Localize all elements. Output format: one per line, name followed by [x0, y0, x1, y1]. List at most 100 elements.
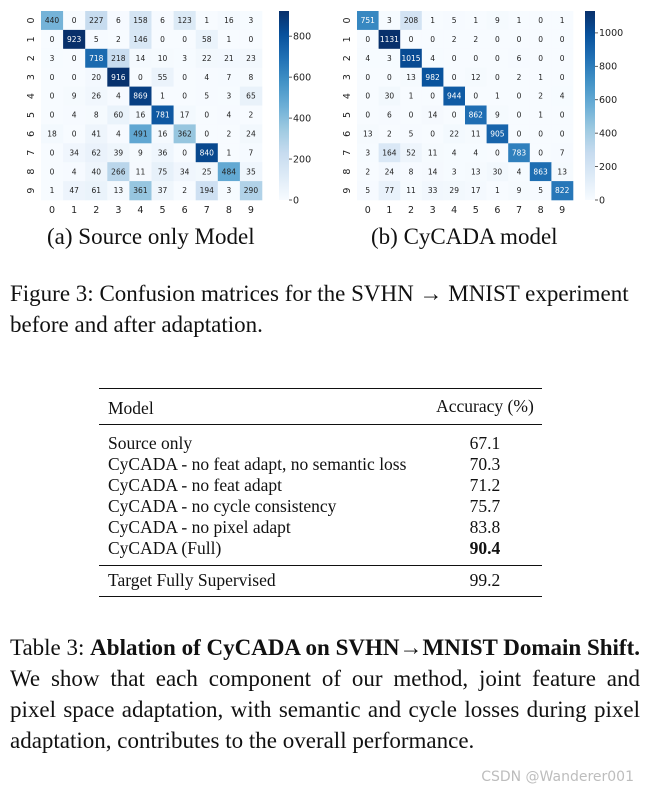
colorbar	[585, 11, 595, 200]
heatmap-cell	[195, 124, 219, 144]
heatmap-cell	[378, 181, 401, 201]
heatmap-cell	[529, 143, 552, 163]
heatmap-cell	[421, 11, 444, 31]
cell-value-label: 14	[428, 167, 438, 176]
cell-value-label: 4	[517, 167, 522, 176]
heatmap-cell	[443, 162, 466, 182]
cell-value-label: 65	[246, 92, 256, 101]
heatmap-cell	[151, 124, 174, 144]
heatmap-cell	[173, 105, 196, 125]
x-tick-label: 5	[160, 205, 166, 216]
heatmap-cell	[107, 124, 130, 144]
heatmap-cell	[378, 105, 401, 125]
cell-value-label: 0	[182, 35, 187, 44]
cell-value-label: 34	[180, 167, 190, 176]
cell-value-label: 0	[204, 129, 209, 138]
cell-value-label: 21	[224, 54, 234, 63]
heatmap-cell	[173, 124, 196, 144]
cell-value-label: 8	[409, 167, 414, 176]
cell-value-label: 40	[91, 167, 101, 176]
cell-value-label: 916	[111, 73, 126, 82]
cell-value-label: 17	[471, 186, 481, 195]
cell-value-label: 0	[560, 129, 565, 138]
heatmap-cell	[239, 86, 263, 106]
cell-value-label: 3	[387, 54, 392, 63]
cell-value-label: 1	[495, 92, 500, 101]
heatmap-cell	[173, 181, 196, 201]
cell-value-label: 0	[365, 73, 370, 82]
x-tick-label: 8	[226, 205, 232, 216]
cell-value-label: 2	[249, 111, 254, 120]
heatmap-cell	[151, 67, 174, 87]
heatmap-cell	[443, 11, 466, 31]
row-model: CyCADA (Full)	[108, 538, 222, 558]
heatmap-cell	[508, 143, 531, 163]
heatmap-cell	[421, 105, 444, 125]
heatmap-cell	[173, 86, 196, 106]
cell-value-label: 491	[133, 129, 148, 138]
heatmap-cell	[41, 29, 64, 50]
cell-value-label: 0	[495, 148, 500, 157]
cell-value-label: 0	[517, 129, 522, 138]
cell-value-label: 6	[517, 54, 522, 63]
cell-value-label: 37	[158, 186, 168, 195]
table-caption-text: We show that each component of our metho…	[10, 666, 640, 753]
heatmap-cell	[551, 48, 574, 68]
y-tick-label: 9	[26, 188, 37, 194]
heatmap-cell	[357, 48, 379, 68]
cell-value-label: 17	[180, 111, 190, 120]
x-tick-label: 0	[49, 205, 55, 216]
y-tick-label: 8	[342, 169, 353, 175]
x-tick-label: 8	[538, 205, 544, 216]
heatmap-cell	[107, 48, 130, 68]
heatmap-cell	[400, 105, 423, 125]
cell-value-label: 718	[89, 54, 104, 63]
heatmap-cell	[195, 105, 219, 125]
heatmap-cell	[85, 162, 108, 182]
heatmap-cell	[41, 86, 64, 106]
heatmap-cell	[421, 124, 444, 144]
heatmap-cell	[85, 105, 108, 125]
cell-value-label: 1	[560, 16, 565, 25]
target-accuracy: 99.2	[431, 565, 542, 597]
cell-value-label: 12	[471, 73, 481, 82]
row-model: CyCADA - no pixel adapt	[108, 517, 291, 537]
cell-value-label: 5	[94, 35, 99, 44]
x-tick-label: 3	[430, 205, 436, 216]
heatmap-cell	[486, 124, 509, 144]
cell-value-label: 3	[182, 54, 187, 63]
figure-caption-label: Figure 3:	[10, 281, 94, 306]
heatmap-cell	[63, 124, 86, 144]
heatmap-cell	[486, 48, 509, 68]
cell-value-label: 0	[538, 129, 543, 138]
table-caption-bold: Ablation of CyCADA on SVHN→MNIST Domain …	[90, 635, 640, 660]
colorbar-tick-label: 400	[599, 128, 617, 139]
heatmap-cell	[400, 67, 423, 87]
x-tick-label: 9	[559, 205, 565, 216]
cell-value-label: 290	[244, 186, 259, 195]
cell-value-label: 11	[136, 167, 146, 176]
heatmap-cell	[529, 48, 552, 68]
heatmap-cell	[551, 143, 574, 163]
heatmap-cell	[107, 162, 130, 182]
heatmap-cell	[486, 67, 509, 87]
cell-value-label: 0	[473, 92, 478, 101]
y-tick-label: 3	[342, 74, 353, 80]
cell-value-label: 0	[517, 35, 522, 44]
y-tick-label: 0	[342, 17, 353, 23]
heatmap-cell	[465, 124, 487, 144]
cell-value-label: 4	[452, 148, 457, 157]
heatmap-cell	[217, 124, 241, 144]
colorbar-tick-label: 600	[293, 72, 311, 83]
heatmap-cell	[551, 29, 574, 50]
cell-value-label: 9	[495, 16, 500, 25]
y-tick-label: 0	[26, 17, 37, 23]
cell-value-label: 1	[160, 92, 165, 101]
cell-value-label: 20	[91, 73, 101, 82]
cell-value-label: 9	[495, 111, 500, 120]
cell-value-label: 1	[430, 16, 435, 25]
heatmap-cell	[151, 143, 174, 163]
heatmap-cell	[129, 29, 152, 50]
y-tick-label: 1	[342, 36, 353, 42]
x-tick-label: 3	[115, 205, 121, 216]
